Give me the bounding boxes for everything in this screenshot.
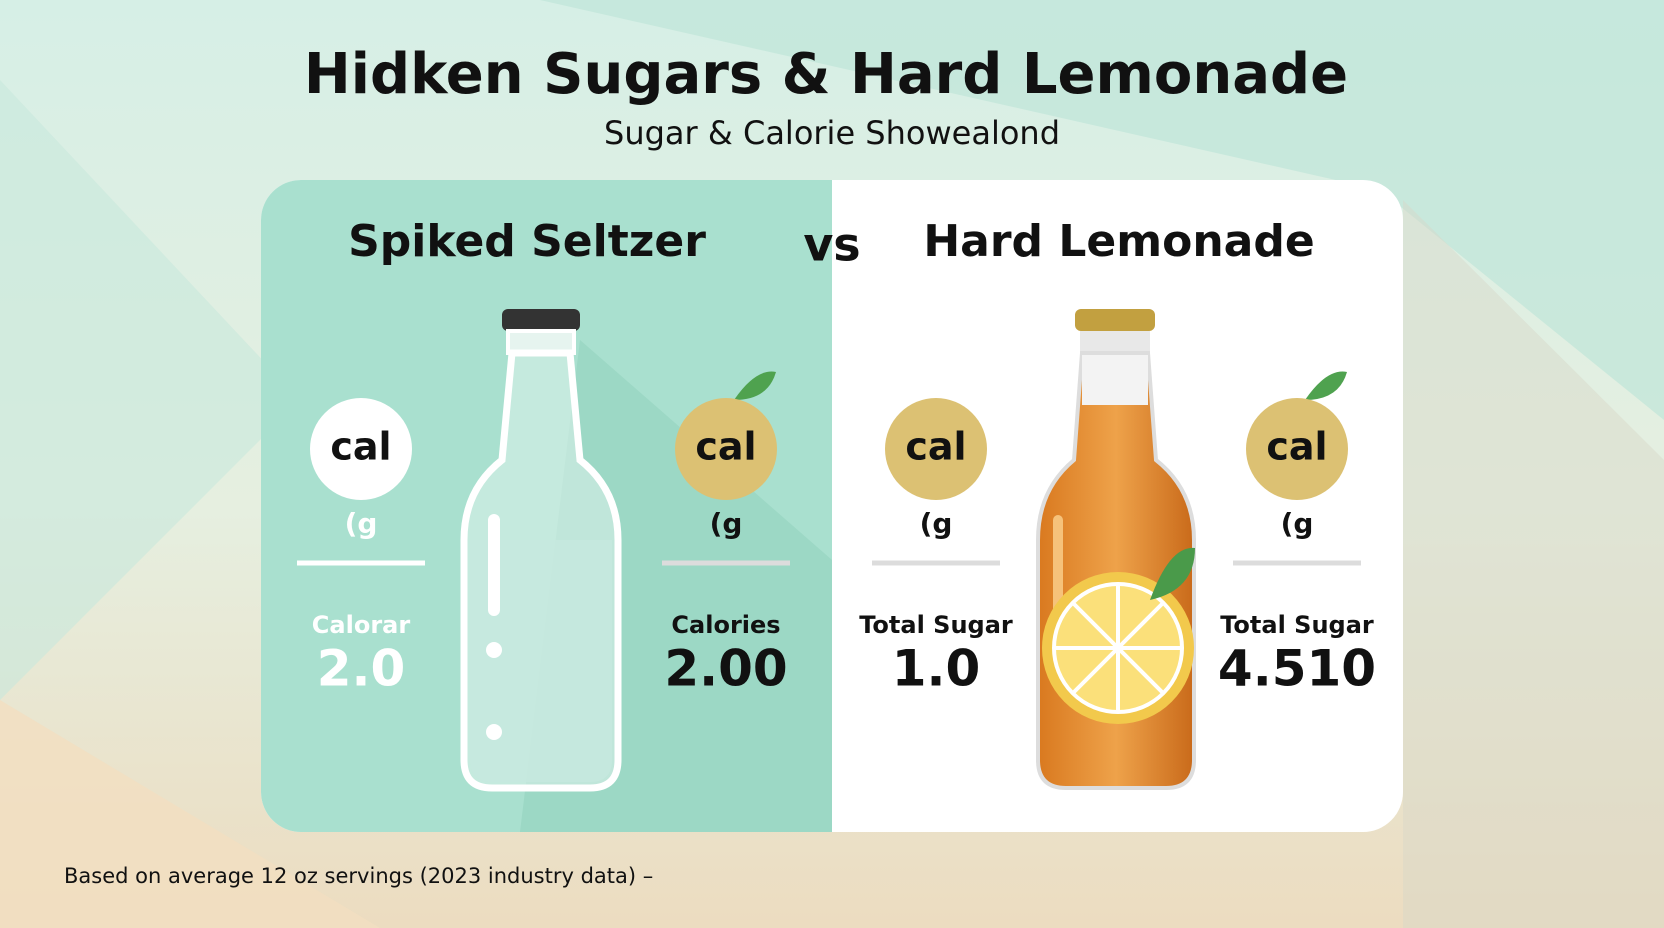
bg-shape <box>540 0 1664 420</box>
badge-text: cal <box>905 425 966 469</box>
badge <box>675 398 777 500</box>
unit: (g <box>920 507 953 540</box>
badge-text: cal <box>330 425 391 469</box>
seltzer-bottle <box>460 309 622 792</box>
title: Hidken Sugars & Hard Lemonade <box>304 42 1348 107</box>
stat-value: 1.0 <box>892 640 981 698</box>
stat-label: Total Sugar <box>1220 611 1374 639</box>
leaf <box>734 371 776 400</box>
stat-label: Calorar <box>312 611 411 639</box>
leaf <box>1305 371 1347 400</box>
footnote: Based on average 12 oz servings (2023 in… <box>64 864 653 888</box>
stat-label: Total Sugar <box>859 611 1013 639</box>
badge-text: cal <box>1266 425 1327 469</box>
lemonade-bottle <box>1036 309 1196 790</box>
badge <box>310 398 412 500</box>
subtitle: Sugar & Calorie Showealond <box>604 114 1060 152</box>
stat-value: 2.00 <box>664 640 787 698</box>
panel-heading: Hard Lemonade <box>923 216 1314 267</box>
bg-shape <box>0 700 380 928</box>
unit: (g <box>345 507 378 540</box>
unit: (g <box>1281 507 1314 540</box>
badge <box>885 398 987 500</box>
stat-value: 4.510 <box>1218 640 1376 698</box>
badge <box>1246 398 1348 500</box>
badge-text: cal <box>695 425 756 469</box>
stat-value: 2.0 <box>317 640 406 698</box>
bg-shape <box>0 80 300 700</box>
bg-shape <box>1403 200 1664 928</box>
stat-label: Calories <box>671 611 780 639</box>
unit: (g <box>710 507 743 540</box>
vs: vs <box>803 218 860 272</box>
panel-heading: Spiked Seltzer <box>348 216 706 267</box>
